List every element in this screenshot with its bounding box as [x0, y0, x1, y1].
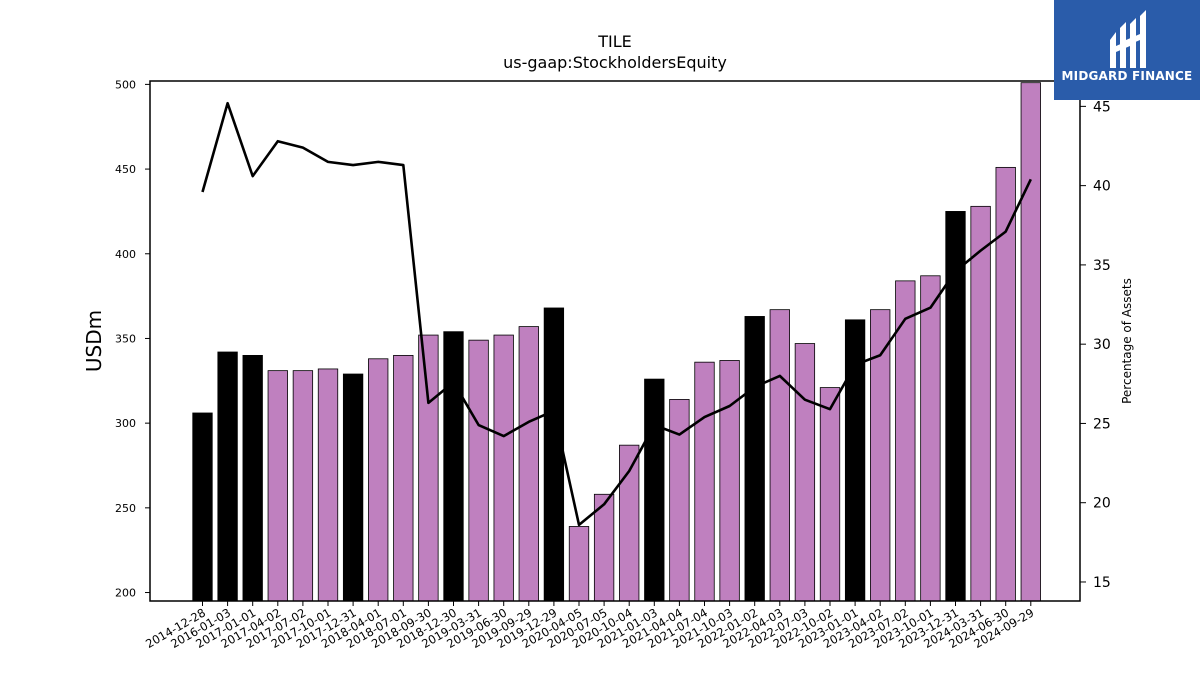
y-left-tick-label: 350 — [115, 332, 136, 345]
bar-2024-06-30 — [995, 166, 1016, 601]
bar-2023-10-01 — [920, 275, 941, 601]
brand-logo: MIDGARD FINANCE — [1054, 0, 1200, 100]
bar-2021-10-03 — [719, 360, 740, 601]
bar-2023-01-01 — [844, 319, 866, 601]
bar-2022-07-03 — [794, 343, 816, 601]
bar-2021-07-04 — [694, 361, 715, 601]
y-right-tick-label: 15 — [1093, 575, 1111, 591]
bar-2017-04-02 — [267, 370, 288, 601]
bar-2016-01-03 — [217, 351, 238, 601]
y-left-tick-label: 450 — [115, 163, 136, 176]
percentage-line — [201, 101, 1032, 527]
bar-2023-07-02 — [895, 280, 916, 601]
y-right-axis-label: Percentage of Assets — [1120, 278, 1134, 404]
bar-2018-09-30 — [418, 334, 439, 601]
chart-subtitle: us-gaap:StockholdersEquity — [503, 53, 727, 72]
y-right-tick-label: 20 — [1093, 496, 1111, 512]
plot-frame — [149, 80, 1081, 602]
bar-2019-06-30 — [493, 334, 514, 601]
bar-2019-12-29 — [543, 307, 565, 601]
y-right-tick-label: 40 — [1093, 179, 1111, 195]
y-left-tick-label: 200 — [115, 587, 136, 600]
y-left-tick-label: 500 — [115, 78, 136, 91]
bar-2018-12-30 — [443, 331, 464, 601]
bar-2021-01-03 — [644, 378, 665, 601]
y-right-tick-label: 35 — [1093, 258, 1111, 274]
y-left-tick-label: 300 — [115, 417, 136, 430]
bar-2017-10-01 — [317, 368, 339, 601]
bar-2018-04-01 — [368, 358, 389, 601]
y-right-tick-label: 45 — [1093, 99, 1111, 115]
bar-2020-07-05 — [593, 493, 615, 601]
bar-2023-04-02 — [870, 309, 891, 601]
y-right-tick-label: 30 — [1093, 337, 1111, 353]
bar-2022-01-02 — [744, 316, 765, 601]
y-left-tick-label: 400 — [115, 248, 136, 261]
bar-2018-07-01 — [393, 354, 414, 601]
bar-2019-09-29 — [518, 326, 539, 601]
bar-2024-09-29 — [1020, 82, 1041, 601]
bar-2017-12-31 — [342, 373, 364, 601]
bar-2022-04-03 — [769, 309, 790, 601]
y-left-tick-label: 250 — [115, 502, 136, 515]
bar-2020-04-05 — [568, 526, 590, 601]
midgard-logo-icon — [1110, 10, 1146, 68]
bar-2019-03-31 — [468, 339, 489, 601]
y-right-tick-label: 25 — [1093, 416, 1111, 432]
bar-2017-01-01 — [242, 354, 263, 601]
bar-2014-12-28 — [192, 412, 213, 601]
chart-title: TILE — [598, 32, 632, 51]
bar-2021-04-04 — [669, 399, 690, 601]
logo-text: MIDGARD FINANCE — [1061, 69, 1193, 83]
bar-2017-07-02 — [292, 370, 314, 601]
bar-2022-10-02 — [819, 387, 841, 601]
bar-2024-03-31 — [970, 205, 991, 601]
y-left-axis-label: USDm — [82, 310, 106, 372]
